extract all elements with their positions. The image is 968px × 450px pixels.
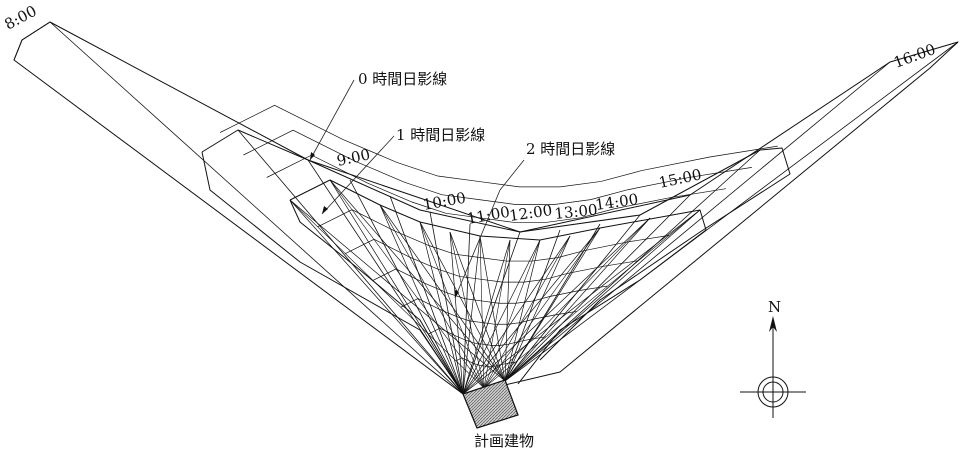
time-label-12: 12:00	[508, 201, 553, 225]
planned-building	[462, 379, 519, 429]
time-label-8: 8:00	[1, 2, 39, 34]
two-hour-shadow-outline	[289, 179, 707, 395]
time-label-15: 15:00	[657, 165, 703, 192]
shadow-ray-lines	[49, 21, 959, 395]
time-label-14: 14:00	[594, 190, 639, 214]
north-arrow: N	[740, 298, 806, 418]
one-hour-label: 1 時間日影線	[396, 126, 485, 144]
time-label-13: 13:00	[554, 201, 599, 223]
building-label: 計画建物	[474, 432, 534, 450]
time-labels: 8:00 9:00 10:00 11:00 12:00 13:00 14:00 …	[1, 2, 938, 228]
time-label-11: 11:00	[466, 203, 512, 228]
callouts: 0 時間日影線 1 時間日影線 2 時間日影線 計画建物	[309, 70, 615, 450]
zero-hour-label: 0 時間日影線	[358, 70, 447, 88]
zero-hour-shadow-outline	[13, 21, 959, 395]
time-label-10: 10:00	[422, 189, 468, 214]
two-hour-label: 2 時間日影線	[526, 140, 615, 158]
north-label: N	[768, 298, 781, 316]
